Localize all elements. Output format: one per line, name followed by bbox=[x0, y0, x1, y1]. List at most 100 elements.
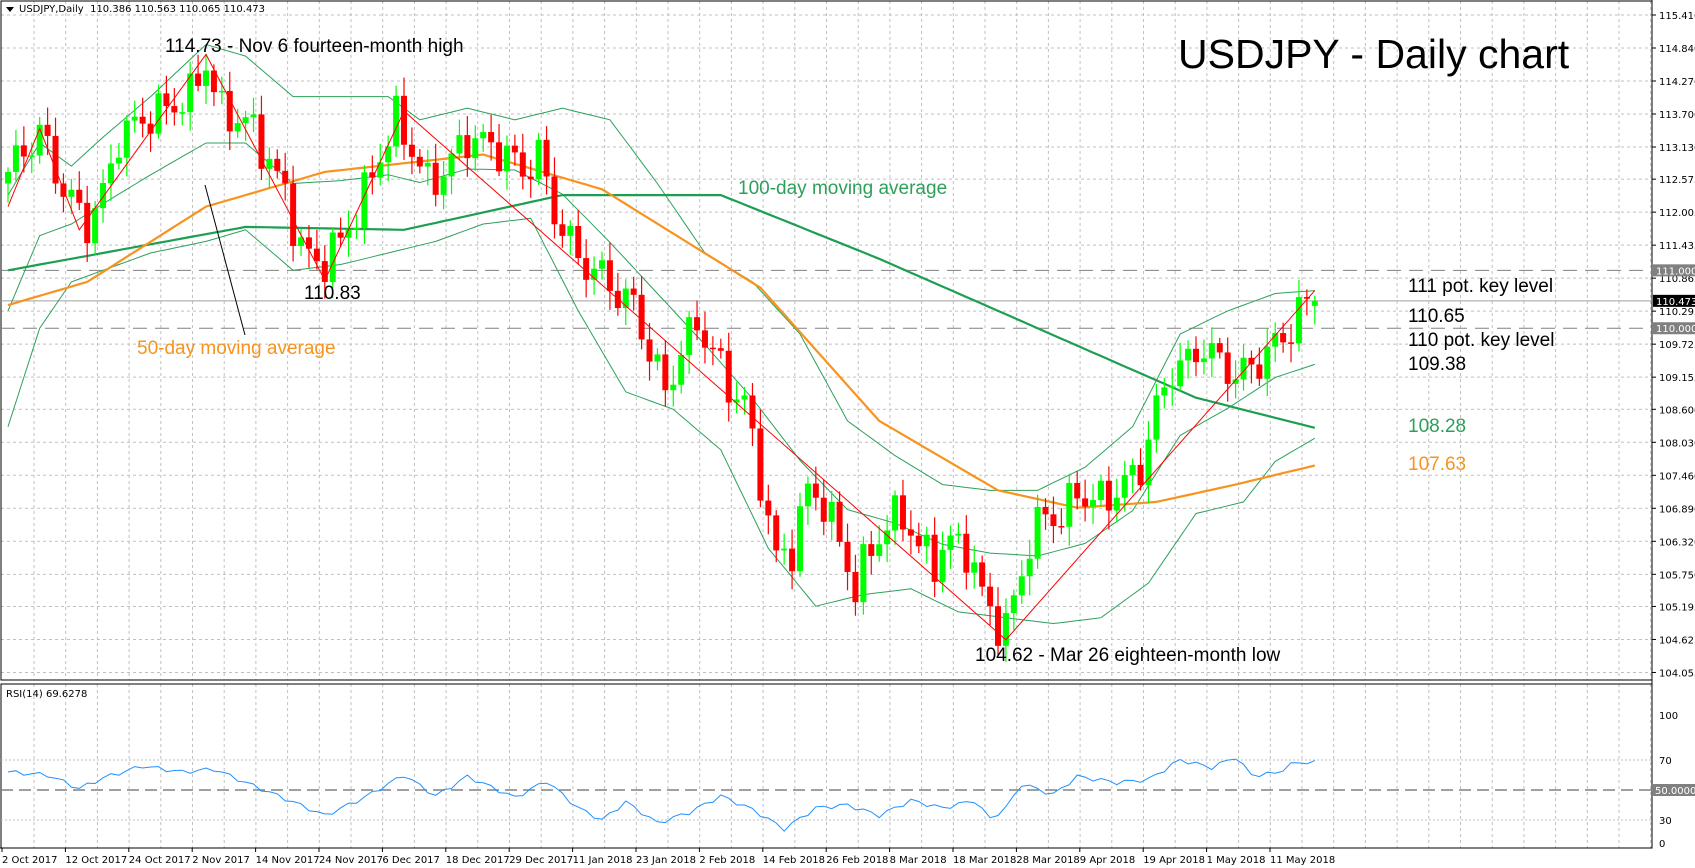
candle-body bbox=[503, 145, 510, 172]
candle-body bbox=[757, 428, 764, 501]
candle-body bbox=[535, 139, 542, 180]
bollinger-lower-band bbox=[7, 217, 1316, 625]
price-axis-label: 107.460 bbox=[1659, 471, 1695, 482]
candle-body bbox=[511, 145, 518, 153]
candle-body bbox=[361, 172, 368, 229]
candle-body bbox=[226, 90, 233, 132]
candle-body bbox=[1240, 357, 1247, 380]
date-axis-label: 2 Feb 2018 bbox=[699, 855, 755, 866]
candle-body bbox=[741, 395, 748, 400]
date-axis-label: 11 May 2018 bbox=[1270, 855, 1335, 866]
candle-body bbox=[1050, 514, 1057, 527]
swing-low-annotation: 110.83 bbox=[304, 283, 361, 304]
date-axis-label: 24 Nov 2017 bbox=[319, 855, 383, 866]
candle-body bbox=[345, 229, 352, 238]
candle-body bbox=[947, 535, 954, 550]
candle-body bbox=[1303, 297, 1310, 299]
ma50-pointer-line bbox=[204, 184, 246, 336]
key-level-price-tag bbox=[1653, 264, 1695, 277]
candle-body bbox=[678, 354, 685, 385]
price-axis-label: 104.625 bbox=[1659, 635, 1695, 646]
candle-body bbox=[670, 384, 677, 391]
candle-body bbox=[321, 261, 328, 282]
price-axis-label: 108.030 bbox=[1659, 438, 1695, 449]
candle-body bbox=[654, 354, 661, 362]
candle-body bbox=[717, 348, 724, 351]
candle-body bbox=[749, 395, 756, 429]
candle-body bbox=[218, 90, 225, 93]
rsi-axis-label: 100 bbox=[1659, 711, 1678, 722]
candle-body bbox=[337, 232, 344, 238]
low-annotation: 104.62 - Mar 26 eighteen-month low bbox=[975, 645, 1281, 666]
current-price-label: 110.473 bbox=[1656, 297, 1695, 308]
date-axis-label: 6 Dec 2017 bbox=[382, 855, 440, 866]
candle-body bbox=[416, 156, 423, 167]
candle-body bbox=[464, 135, 471, 159]
candle-body bbox=[1066, 482, 1073, 527]
chart-title: USDJPY - Daily chart bbox=[1178, 31, 1570, 77]
candle-body bbox=[591, 268, 598, 280]
candle-body bbox=[694, 317, 701, 331]
candle-body bbox=[171, 106, 178, 113]
candle-body bbox=[884, 530, 891, 545]
candle-body bbox=[852, 571, 859, 603]
candle-body bbox=[203, 70, 209, 86]
price-axis-label: 108.600 bbox=[1659, 405, 1695, 416]
candle-body bbox=[836, 501, 843, 542]
price-axis-label: 112.575 bbox=[1659, 175, 1695, 186]
candle-body bbox=[139, 116, 146, 124]
candle-body bbox=[1105, 480, 1112, 511]
dropdown-triangle-icon[interactable] bbox=[6, 6, 14, 12]
date-axis-label: 26 Feb 2018 bbox=[826, 855, 888, 866]
candle-body bbox=[1010, 595, 1017, 614]
candle-body bbox=[5, 171, 11, 184]
candle-body bbox=[401, 95, 407, 145]
candle-body bbox=[773, 515, 780, 551]
candle-body bbox=[987, 586, 994, 607]
candle-body bbox=[76, 189, 83, 203]
bollinger-middle-band bbox=[7, 142, 1315, 557]
candle-body bbox=[1153, 395, 1160, 440]
candle-body bbox=[575, 225, 582, 259]
date-axis-label: 23 Jan 2018 bbox=[636, 855, 696, 866]
candle-body bbox=[187, 73, 194, 113]
date-axis-label: 14 Nov 2017 bbox=[256, 855, 320, 866]
candle-body bbox=[258, 114, 265, 169]
price-axis-label: 112.005 bbox=[1659, 208, 1695, 219]
candle-body bbox=[971, 562, 978, 573]
candle-body bbox=[1248, 357, 1255, 365]
date-axis-label: 12 Oct 2017 bbox=[65, 855, 127, 866]
candle-body bbox=[1074, 482, 1081, 499]
candle-body bbox=[52, 135, 59, 184]
candle-body bbox=[472, 138, 479, 159]
candle-body bbox=[298, 237, 305, 246]
candle-body bbox=[179, 112, 186, 114]
candle-body bbox=[1129, 464, 1136, 476]
candle-body bbox=[543, 139, 550, 177]
candle-body bbox=[305, 237, 312, 249]
price-axis-label: 105.195 bbox=[1659, 602, 1695, 613]
candle-body bbox=[733, 399, 740, 403]
date-axis-label: 1 May 2018 bbox=[1207, 855, 1266, 866]
candle-body bbox=[844, 541, 851, 572]
candle-body bbox=[329, 232, 336, 282]
candle-body bbox=[155, 93, 162, 134]
candle-body bbox=[408, 144, 415, 157]
candle-body bbox=[527, 176, 534, 180]
price-axis-label: 104.055 bbox=[1659, 668, 1695, 679]
candle-body bbox=[393, 95, 400, 147]
date-axis-label: 28 Mar 2018 bbox=[1016, 855, 1079, 866]
candle-body bbox=[995, 606, 1001, 646]
rsi-header: RSI(14) 69.6278 bbox=[6, 689, 88, 700]
candle-body bbox=[1264, 346, 1271, 379]
candle-body bbox=[266, 158, 273, 169]
candle-body bbox=[131, 116, 138, 121]
candle-body bbox=[28, 155, 35, 157]
candle-body bbox=[789, 548, 796, 572]
candle-body bbox=[242, 117, 249, 124]
candle-body bbox=[1280, 333, 1287, 343]
candle-body bbox=[1288, 342, 1295, 344]
price-axis-label: 113.130 bbox=[1659, 143, 1695, 154]
